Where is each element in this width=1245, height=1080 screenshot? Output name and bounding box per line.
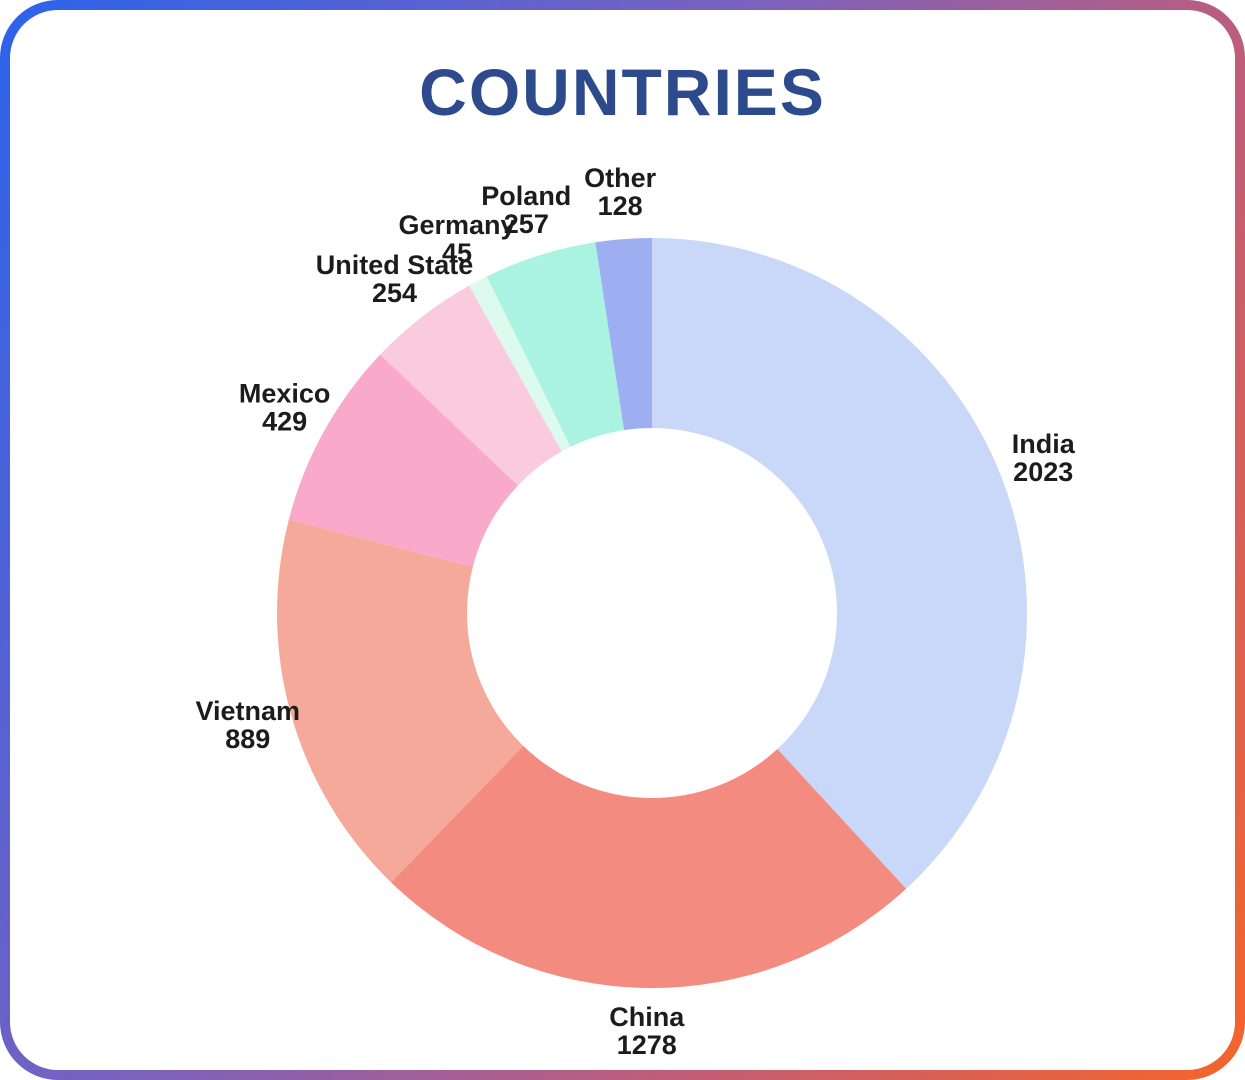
pie-slice-mexico xyxy=(288,354,518,567)
pie-slice-poland xyxy=(486,242,625,447)
pie-slice-china xyxy=(391,745,907,989)
donut-chart: India 2023 China 1278 Vietnam 889 Mexico 429 Uni… xyxy=(195,163,1076,1060)
slice-label-mexico: Mexico 429 xyxy=(239,378,331,436)
slice-label-vietnam: Vietnam 889 xyxy=(195,696,300,754)
slice-label-germany: Germany 45 xyxy=(398,210,515,268)
pie-slice-vietnam xyxy=(277,519,524,883)
pie-slice-india xyxy=(652,238,1027,889)
slice-label-other: Other 128 xyxy=(584,163,657,221)
slice-label-poland: Poland 257 xyxy=(481,181,571,239)
pie-slice-other xyxy=(595,238,652,431)
slice-label-india: India 2023 xyxy=(1012,429,1076,487)
slice-label-united-state: United State 254 xyxy=(316,250,474,308)
chart-card: COUNTRIES India 2023 China 1278 Vietnam 889 Me… xyxy=(10,10,1235,1070)
pie-slice-germany xyxy=(469,276,571,452)
slice-label-china: China 1278 xyxy=(609,1002,685,1060)
chart-title: COUNTRIES xyxy=(419,55,826,129)
pie-slice-united-state xyxy=(380,285,562,486)
